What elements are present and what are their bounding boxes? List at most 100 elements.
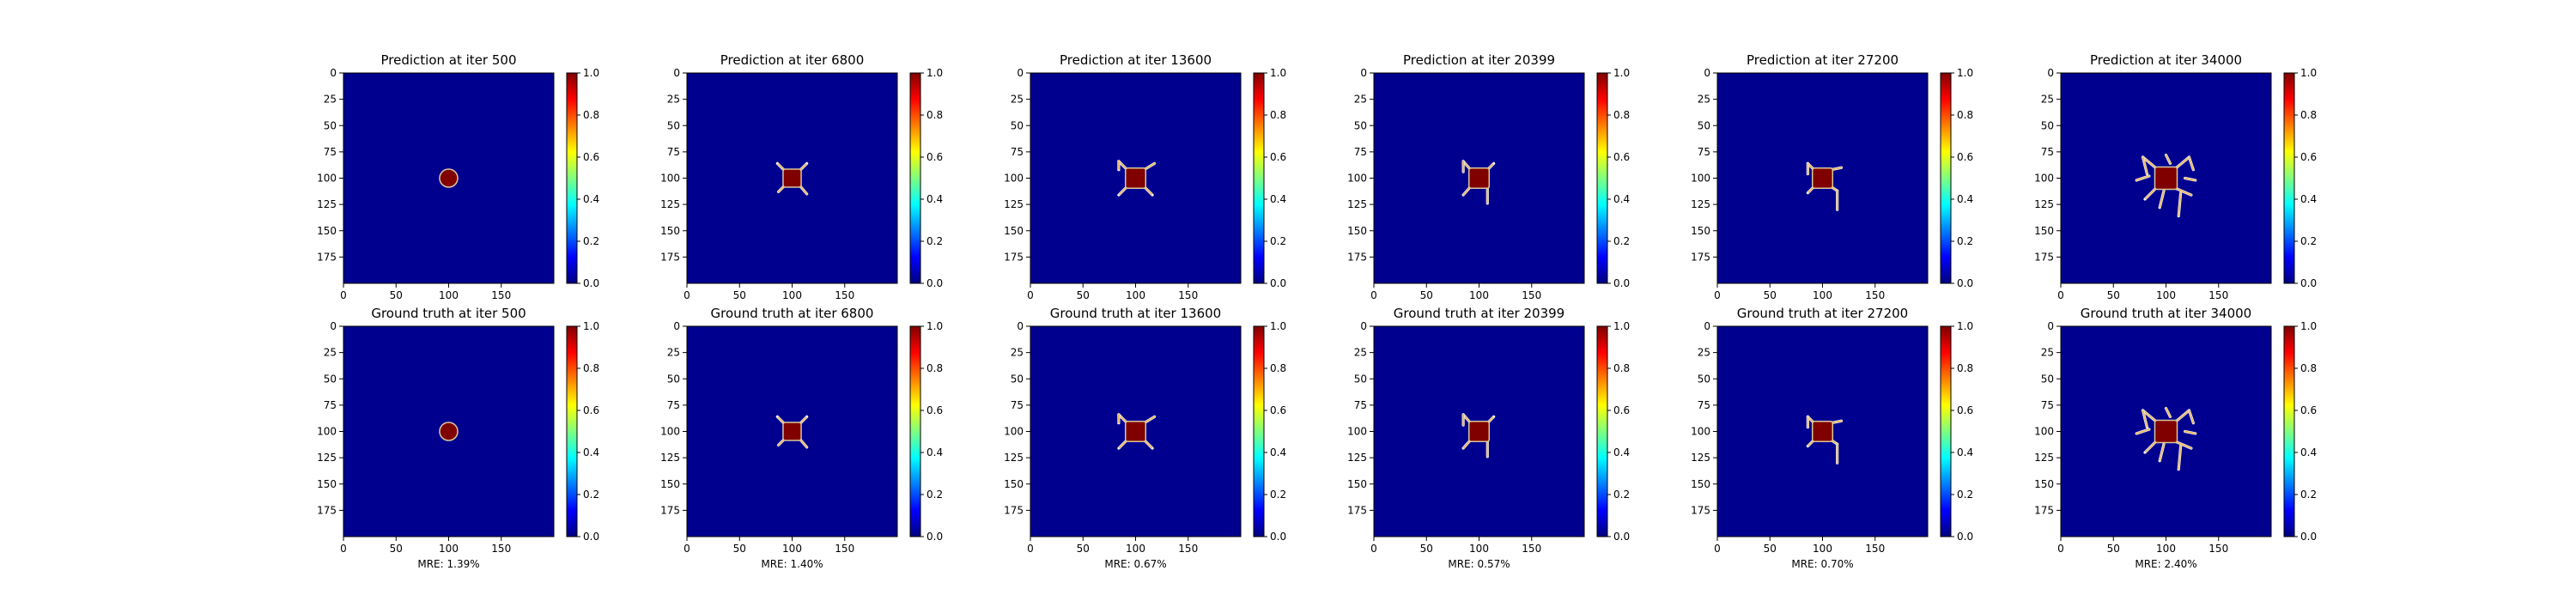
colorbar-tick-label: 0.8: [2300, 362, 2317, 374]
colorbar-tick-label: 0.0: [1957, 277, 1973, 289]
y-tick-label: 50: [667, 373, 680, 385]
colorbar: [1253, 325, 1265, 537]
colorbar-tick-label: 1.0: [1270, 67, 1286, 79]
y-tick-label: 75: [667, 399, 680, 411]
y-tick-label: 125: [1004, 198, 1024, 210]
colorbar-tick-label: 0.8: [927, 362, 943, 374]
y-tick-label: 175: [1004, 251, 1024, 263]
core-nucleus: [440, 169, 458, 187]
y-tick-label: 50: [1354, 119, 1367, 131]
subplot-prediction-2: Prediction at iter 13600 0 50 100 150 0 25 50 75…: [1004, 52, 1286, 301]
y-tick-label: 25: [667, 94, 680, 106]
y-tick-label: 150: [1004, 478, 1024, 490]
y-tick-label: 75: [2041, 399, 2054, 411]
core-nucleus: [1813, 168, 1832, 188]
y-tick-label: 175: [1691, 504, 1710, 516]
core-nucleus: [2155, 167, 2177, 189]
y-tick-label: 0: [673, 67, 680, 79]
y-tick-label: 175: [317, 504, 337, 516]
y-tick-label: 25: [1011, 94, 1024, 106]
x-tick-label: 150: [1865, 543, 1885, 555]
subplot-title: Ground truth at iter 20399: [1394, 306, 1564, 321]
dendrite-branch: [776, 162, 785, 171]
x-tick-label: 0: [1027, 289, 1034, 301]
colorbar-tick-label: 0.2: [2300, 489, 2317, 501]
x-tick-label: 50: [1077, 543, 1090, 555]
colorbar-tick-label: 0.4: [2300, 193, 2317, 205]
colorbar-tick-label: 0.4: [1613, 193, 1630, 205]
dendrite-branch: [776, 416, 785, 424]
colorbar-tick-label: 1.0: [2300, 320, 2317, 332]
colorbar-tick-label: 0.0: [1270, 531, 1286, 543]
colorbar-tick-label: 0.2: [927, 235, 943, 247]
subplot-prediction-3: Prediction at iter 20399 0 50 100 150 0 25 50 75…: [1347, 52, 1630, 301]
x-tick-label: 0: [1370, 289, 1377, 301]
y-tick-label: 150: [660, 225, 680, 237]
colorbar-tick-label: 0.2: [1957, 235, 1973, 247]
colorbar-tick-label: 0.2: [2300, 235, 2317, 247]
colorbar: [1596, 72, 1608, 284]
y-tick-label: 125: [317, 198, 337, 210]
colorbar-tick-label: 1.0: [1270, 320, 1286, 332]
colorbar-tick-label: 0.6: [1957, 151, 1973, 163]
y-tick-label: 0: [1360, 67, 1367, 79]
x-tick-label: 100: [439, 289, 459, 301]
x-tick-label: 150: [1522, 289, 1541, 301]
colorbar: [566, 325, 578, 537]
colorbar-tick-label: 0.2: [583, 235, 599, 247]
colorbar-tick-label: 0.0: [927, 277, 943, 289]
x-tick-label: 50: [1420, 543, 1433, 555]
y-tick-label: 125: [1691, 198, 1710, 210]
colorbar-tick-label: 1.0: [2300, 67, 2317, 79]
colorbar-tick-label: 1.0: [1957, 320, 1973, 332]
dendrite-branch: [2165, 407, 2172, 418]
colorbar-tick-label: 0.6: [927, 151, 943, 163]
colorbar-tick-label: 0.2: [1613, 235, 1630, 247]
colorbar: [1596, 325, 1608, 537]
dendrite-branch: [2142, 410, 2148, 428]
colorbar-tick-label: 1.0: [583, 67, 599, 79]
core-nucleus: [1469, 168, 1489, 188]
core-nucleus: [1126, 422, 1145, 441]
core-nucleus: [783, 422, 801, 440]
x-tick-label: 150: [491, 543, 511, 555]
y-tick-label: 25: [1011, 347, 1024, 359]
subplot-ground-truth-1: Ground truth at iter 6800 0 50 100 150 0 25 50 7…: [660, 306, 943, 570]
subplot-prediction-0: Prediction at iter 500 0 50 100 150 0 25 50 75 10…: [317, 52, 599, 301]
y-tick-label: 150: [2034, 225, 2054, 237]
y-tick-label: 25: [1698, 94, 1710, 106]
y-tick-label: 50: [324, 373, 337, 385]
colorbar-tick-label: 0.8: [583, 362, 599, 374]
colorbar-tick-label: 0.0: [1613, 277, 1630, 289]
colorbar: [1940, 72, 1952, 284]
colorbar-tick-label: 1.0: [583, 320, 599, 332]
colorbar-tick-label: 0.4: [2300, 446, 2317, 458]
core-nucleus: [1126, 168, 1145, 188]
y-tick-label: 100: [1347, 426, 1367, 438]
x-tick-label: 50: [733, 543, 746, 555]
core-nucleus: [1469, 422, 1489, 441]
y-tick-label: 50: [1354, 373, 1367, 385]
subplot-title: Ground truth at iter 13600: [1050, 306, 1221, 321]
y-tick-label: 50: [667, 119, 680, 131]
x-tick-label: 50: [1420, 289, 1433, 301]
colorbar-tick-label: 1.0: [1613, 67, 1630, 79]
y-tick-label: 100: [2034, 173, 2054, 185]
y-tick-label: 150: [1691, 478, 1710, 490]
y-tick-label: 25: [1354, 347, 1367, 359]
subplot-ground-truth-2: Ground truth at iter 13600 0 50 100 150 0 25 50…: [1004, 306, 1286, 570]
x-tick-label: 50: [390, 289, 403, 301]
x-tick-label: 50: [1764, 543, 1777, 555]
y-tick-label: 0: [2047, 320, 2054, 332]
colorbar-tick-label: 1.0: [927, 67, 943, 79]
y-tick-label: 75: [667, 146, 680, 158]
y-tick-label: 175: [317, 251, 337, 263]
subplot-prediction-4: Prediction at iter 27200 0 50 100 150 0 25 50 75…: [1691, 52, 1973, 301]
y-tick-label: 0: [1704, 67, 1710, 79]
y-tick-label: 175: [1691, 251, 1710, 263]
y-tick-label: 0: [1017, 67, 1024, 79]
y-tick-label: 100: [2034, 426, 2054, 438]
colorbar-tick-label: 0.6: [1270, 404, 1286, 416]
y-tick-label: 100: [660, 426, 680, 438]
x-tick-label: 150: [835, 543, 854, 555]
